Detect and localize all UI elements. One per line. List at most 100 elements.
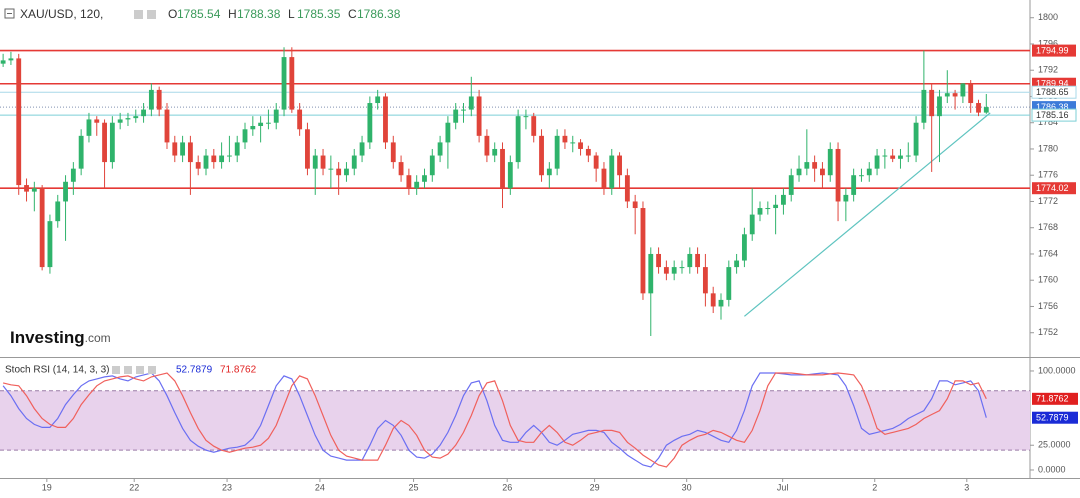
price-tag: [1031, 85, 1077, 99]
candle-body: [226, 155, 232, 157]
ohlc-label: C: [348, 7, 357, 21]
candle-body: [929, 89, 935, 117]
candle-body: [515, 116, 521, 163]
candle-body: [468, 96, 474, 110]
candle-body: [609, 155, 615, 189]
candle-body: [578, 142, 583, 149]
candle-body: [890, 155, 896, 159]
candle-body: [632, 201, 638, 209]
candle-body: [679, 267, 685, 269]
y-tick-label: 1796: [1038, 38, 1058, 48]
candle-body: [960, 83, 966, 97]
candle-body: [671, 267, 677, 274]
candle-body: [219, 155, 225, 163]
x-tick-label: 2: [872, 482, 877, 492]
candle-body: [328, 168, 334, 170]
candle-body: [531, 116, 537, 136]
candle-body: [445, 122, 451, 143]
candle-body: [375, 96, 381, 104]
x-tick-label: 23: [222, 482, 232, 492]
candle-body: [211, 155, 217, 163]
candle-body: [39, 188, 45, 268]
candle-body: [125, 118, 131, 120]
candle-body: [554, 135, 560, 169]
y-tick-label: 1776: [1038, 170, 1058, 180]
candle-body: [102, 122, 107, 163]
candle-body: [812, 162, 818, 169]
ohlc-label: O: [168, 7, 177, 21]
candle-body: [898, 155, 903, 159]
settings-icon[interactable]: [134, 10, 143, 19]
ohlc-value: 1786.38: [357, 7, 401, 21]
candle-body: [624, 175, 630, 202]
candle-body: [734, 260, 740, 268]
x-tick-label: 30: [682, 482, 692, 492]
collapse-icon[interactable]: [4, 8, 15, 19]
value-tag-label: 71.8762: [1036, 394, 1069, 404]
candle-body: [359, 142, 365, 156]
candle-body: [695, 253, 701, 268]
band: [0, 390, 1030, 451]
stoch-line: [2, 372, 987, 468]
price-tag-label: 1774.02: [1036, 183, 1069, 193]
candle-body: [718, 299, 724, 307]
ohlc-value: 1788.38: [237, 7, 281, 21]
ohlc-value: 1785.54: [177, 7, 221, 21]
candle-body: [203, 155, 209, 169]
indicator-icon[interactable]: [136, 366, 144, 374]
k-value: 52.7879: [176, 365, 213, 376]
candle-body: [63, 181, 68, 202]
candle-body: [874, 155, 880, 169]
candle-body: [320, 155, 326, 169]
candle-body: [398, 162, 404, 176]
candle-body: [656, 253, 661, 268]
price-tag: [1031, 108, 1077, 122]
candle-body: [851, 175, 857, 195]
indicator-icon[interactable]: [112, 366, 120, 374]
candle-body: [234, 142, 240, 156]
candle-body: [905, 155, 911, 157]
stoch-line: [2, 372, 987, 468]
y-tick-label: 100.0000: [1038, 365, 1076, 375]
candle-body: [453, 109, 459, 123]
close-icon[interactable]: [147, 10, 156, 19]
candle-body: [289, 57, 295, 110]
candle-body: [117, 119, 123, 123]
x-tick-label: 22: [129, 482, 139, 492]
price-tag: [1032, 44, 1076, 57]
candle-body: [258, 122, 264, 126]
y-tick-label: 1752: [1038, 327, 1058, 337]
candle-body: [882, 155, 888, 157]
x-tick-label: 24: [315, 482, 325, 492]
candle-body: [312, 155, 318, 169]
candle-body: [24, 185, 29, 192]
candle-body: [976, 103, 981, 113]
candle-body: [741, 234, 747, 261]
candle-body: [710, 293, 716, 307]
candle-body: [562, 135, 568, 143]
indicator-icon[interactable]: [148, 366, 156, 374]
y-tick-label: 1784: [1038, 117, 1058, 127]
candle-body: [250, 126, 256, 130]
candle-body: [640, 208, 646, 294]
candle-body: [601, 168, 607, 189]
candle-body: [344, 168, 349, 176]
watermark-main: Investing: [10, 328, 85, 347]
candle-body: [476, 96, 482, 136]
candle-body: [663, 267, 669, 274]
candle-body: [422, 175, 427, 182]
ohlc-value: 1785.35: [297, 7, 341, 21]
candle-body: [952, 93, 958, 97]
candle-body: [983, 107, 989, 113]
candle-body: [726, 267, 732, 300]
trend-line: [744, 112, 991, 317]
candle-body: [429, 155, 435, 176]
candle-body: [827, 148, 833, 176]
y-tick-label: 1800: [1038, 12, 1058, 22]
indicator-icon[interactable]: [124, 366, 132, 374]
y-tick-label: 1780: [1038, 143, 1058, 153]
candle-body: [305, 129, 310, 169]
x-tick-label: 3: [964, 482, 969, 492]
candle-body: [461, 109, 466, 111]
